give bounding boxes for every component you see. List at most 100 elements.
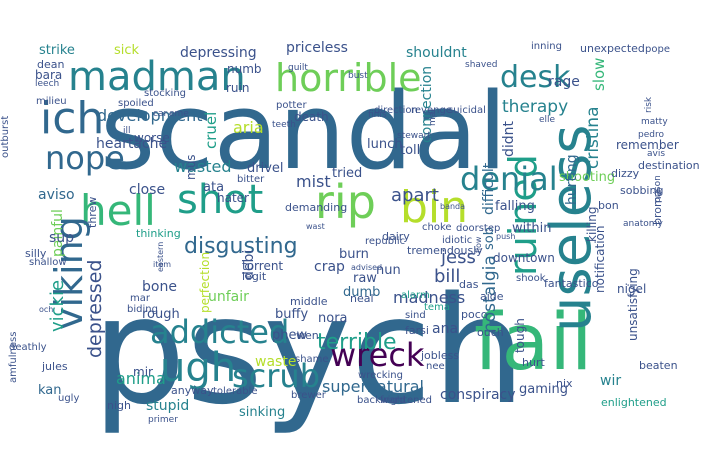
word-tolerable: tolerable [213, 386, 258, 397]
word-scrub: scrub [232, 357, 320, 395]
word-aria: aria [233, 118, 264, 137]
word-banda: banda [440, 202, 465, 211]
word-direction: direction [374, 105, 418, 116]
word-wrecking: wrecking [358, 370, 403, 381]
word-fantastico: fantastico [544, 277, 599, 290]
word-destination: destination [638, 159, 700, 172]
word-nigel: nigel [617, 282, 646, 296]
word-poco: poco [461, 308, 488, 321]
word-amfulness: amfulness [8, 332, 19, 383]
word-flow: flow [474, 236, 483, 253]
word-och: och [39, 305, 53, 314]
word-prison: prison [653, 175, 663, 203]
word-development: development [97, 106, 203, 125]
word-mus: mus [184, 154, 198, 180]
word-stupid: stupid [146, 398, 189, 414]
word-bust: bust [348, 71, 368, 81]
word-sinking: sinking [239, 405, 285, 420]
word-lunch: lunch [367, 137, 402, 152]
word-shooting: shooting [559, 170, 615, 185]
word-republic: republic [365, 236, 405, 247]
word-difficult: difficult [481, 162, 497, 215]
word-unfair: unfair [208, 289, 249, 305]
word-bitter: bitter [237, 174, 265, 185]
word-tema: tema [424, 302, 450, 313]
word-revenge: revenge [411, 105, 452, 116]
word-sick: sick [114, 43, 140, 58]
word-dizzy: dizzy [611, 167, 640, 180]
word-push: push [496, 232, 515, 241]
word-enlightened: enlightened [601, 396, 667, 409]
word-beaten: beaten [639, 359, 678, 372]
word-rough: rough [142, 307, 180, 322]
word-dairy: dairy [382, 230, 410, 243]
word-supernatural: supernatural [322, 377, 424, 396]
word-pope: pope [645, 44, 670, 55]
word-unsatisfying: unsatisfying [626, 268, 640, 341]
word-cristina: cristina [583, 107, 603, 170]
word-phew: phew [272, 328, 307, 343]
word-wast: wast [306, 222, 325, 231]
word-biding: biding [127, 304, 158, 315]
word-aide: aide [480, 290, 504, 303]
word-heartache: heartache [96, 136, 167, 152]
word-primer: primer [148, 415, 178, 425]
word-wasted: wasted [174, 157, 232, 176]
word-farsi: farsi [405, 324, 429, 337]
word-debi: debi [241, 250, 257, 280]
word-idiotic: idiotic [442, 235, 472, 246]
word-buffy: buffy [275, 307, 308, 322]
word-notification: notification [593, 226, 607, 293]
word-remember: remember [616, 138, 679, 152]
word-brewer: brewer [291, 390, 327, 401]
word-numb: numb [227, 62, 262, 76]
word-eastern: eastern [156, 242, 165, 272]
word-tried: tried [332, 166, 362, 181]
word-guilt: guilt [288, 63, 308, 73]
word-mist: mist [296, 172, 331, 191]
word-ugh: ugh [160, 345, 236, 391]
word-nora: nora [318, 311, 348, 326]
word-nee: nee [426, 361, 445, 372]
word-depressing: depressing [180, 45, 257, 61]
word-anyway: anyway [171, 384, 214, 397]
word-useless: useless [539, 125, 604, 332]
word-hater: hater [217, 191, 249, 205]
word-jess: jess [440, 247, 476, 268]
word-priceless: priceless [286, 40, 348, 56]
word-stewart: stewart [397, 131, 431, 141]
word-painful: painful [50, 209, 66, 257]
word-hurting: hurting [564, 154, 580, 205]
word-shaved: shaved [465, 60, 497, 70]
word-madness: madness [393, 288, 465, 307]
word-addicted: addicted [150, 313, 289, 351]
word-shook: shook [516, 273, 546, 284]
word-nostalgia: nostalgia [480, 255, 500, 333]
word-scandal: scandal [100, 70, 507, 193]
word-neal: neal [350, 292, 374, 305]
word-elle: elle [539, 115, 556, 125]
word-alarm: alarm [401, 290, 430, 301]
word-demanding: demanding [285, 201, 347, 214]
word-sind: sind [405, 310, 426, 321]
word-threw: threw [86, 197, 99, 228]
word-killing: killing [585, 206, 599, 242]
word-desk: desk [500, 60, 571, 95]
word-nigh: nigh [107, 399, 131, 412]
word-middle: middle [290, 295, 328, 308]
word-outburst: outburst [0, 116, 11, 158]
word-dumb: dumb [343, 285, 380, 300]
word-bin: bin [400, 182, 468, 233]
word-car: car [153, 109, 167, 119]
word-legit: legit [242, 270, 267, 283]
word-ata: ata [203, 180, 224, 195]
word-worse: worse [134, 131, 170, 145]
word-kan: kan [38, 383, 62, 398]
word-unexpected: unexpected [580, 42, 645, 55]
word-crap: crap [314, 259, 345, 275]
word-falling: falling [495, 199, 535, 214]
word-fail: fail [474, 298, 593, 388]
word-mir: mir [133, 365, 153, 379]
word-shame: shame [295, 354, 329, 365]
